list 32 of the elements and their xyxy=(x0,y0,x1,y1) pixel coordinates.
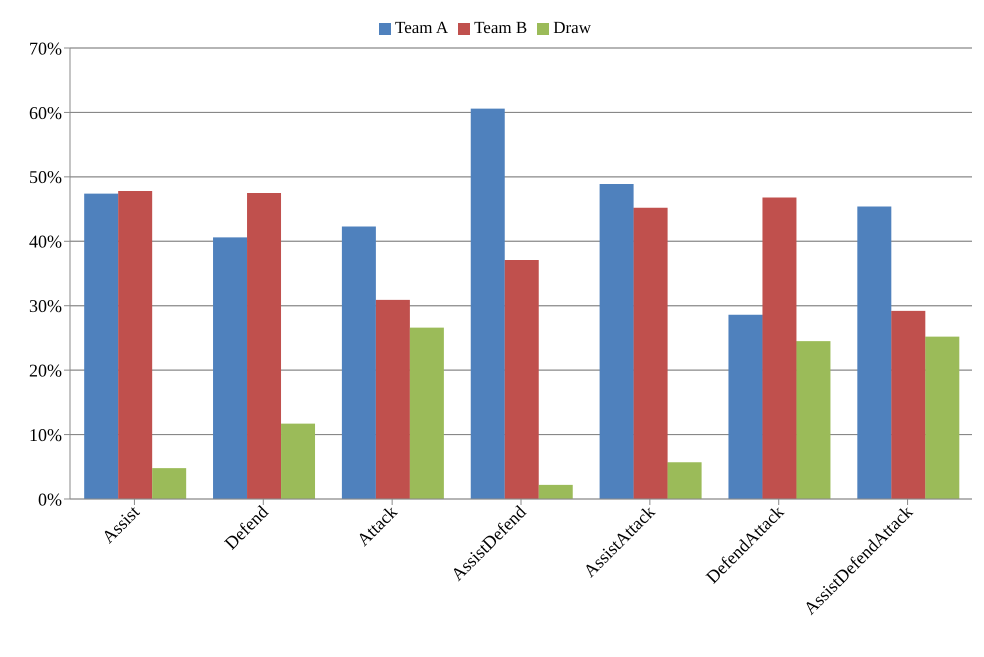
y-tick-label: 20% xyxy=(29,360,62,381)
bar xyxy=(342,226,376,499)
legend-label: Team A xyxy=(395,18,448,37)
bar xyxy=(925,336,960,499)
y-tick-label: 0% xyxy=(38,489,62,510)
bar xyxy=(281,424,316,499)
bar xyxy=(213,237,248,499)
bar xyxy=(376,300,410,499)
y-tick-label: 50% xyxy=(29,167,62,188)
bar xyxy=(634,208,668,499)
bar xyxy=(538,484,573,499)
bar xyxy=(152,468,186,499)
bar xyxy=(247,192,282,499)
y-tick-label: 70% xyxy=(29,38,62,58)
y-tick-label: 30% xyxy=(29,296,62,316)
legend-label: Team B xyxy=(474,18,528,37)
bar xyxy=(410,328,444,499)
bar xyxy=(84,194,118,499)
y-tick-label: 40% xyxy=(29,232,62,252)
bar xyxy=(762,197,796,499)
bar xyxy=(891,310,926,499)
bar xyxy=(118,191,152,499)
legend-label: Draw xyxy=(553,18,591,37)
bar xyxy=(857,206,892,499)
y-tick-label: 10% xyxy=(29,424,62,445)
bar xyxy=(668,462,702,499)
bar xyxy=(470,108,505,499)
bar xyxy=(796,341,830,499)
bar xyxy=(600,184,634,499)
bar xyxy=(504,260,539,499)
bar xyxy=(728,314,762,499)
y-tick-label: 60% xyxy=(29,102,62,123)
